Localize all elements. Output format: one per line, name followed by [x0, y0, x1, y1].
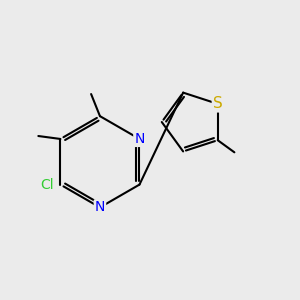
Text: S: S	[213, 96, 223, 111]
Text: N: N	[95, 200, 105, 214]
Text: N: N	[134, 132, 145, 146]
Text: Cl: Cl	[40, 178, 54, 192]
